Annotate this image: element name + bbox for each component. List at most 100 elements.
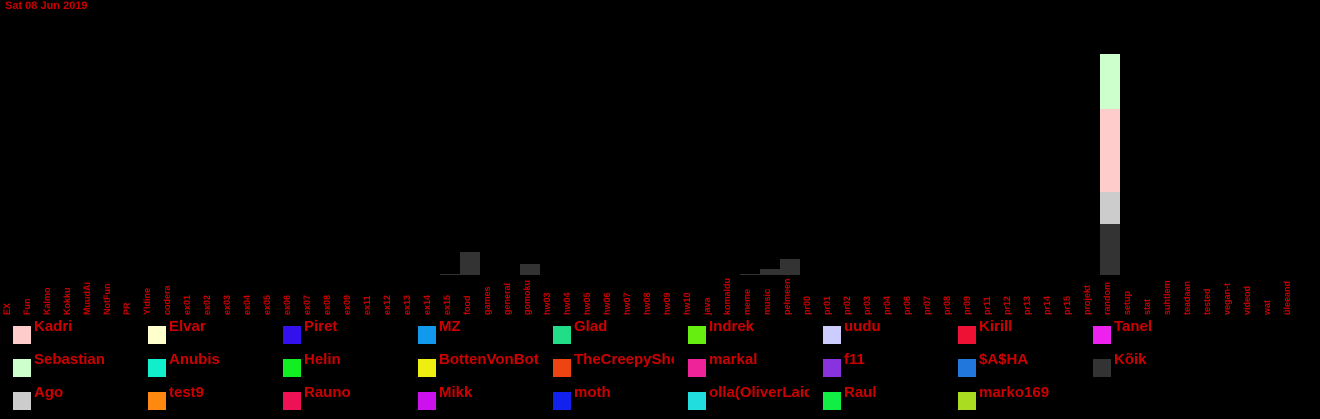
x-tick-label: hw06: [602, 292, 612, 315]
bar-random-Kõik: [1100, 224, 1120, 275]
x-tick-label: codera: [162, 284, 172, 315]
legend-label: test9: [169, 384, 205, 401]
x-tick-label: Kokku: [62, 287, 72, 315]
x-tick-label: MuudAi: [82, 282, 92, 315]
x-tick-label: meme: [742, 289, 752, 315]
x-tick-label: tested: [1202, 288, 1212, 315]
x-tick-label: food: [462, 296, 472, 316]
legend-item: test9: [135, 384, 270, 410]
legend-swatch: [283, 326, 301, 344]
x-tick-label: pr04: [882, 296, 892, 315]
legend-swatch: [553, 392, 571, 410]
x-tick-label: ex11: [362, 295, 372, 315]
legend-swatch: [1093, 326, 1111, 344]
x-tick-label: setup: [1122, 290, 1132, 315]
legend-label: uudu: [844, 318, 881, 335]
legend-swatch: [148, 326, 166, 344]
legend-item: Elvar: [135, 318, 270, 344]
legend-item: Sebastian: [0, 351, 135, 377]
legend-swatch: [418, 392, 436, 410]
legend-swatch: [958, 326, 976, 344]
x-tick-label: java: [702, 296, 712, 316]
legend-swatch: [958, 392, 976, 410]
x-tick-label: wat: [1262, 300, 1272, 316]
legend-item: marko169: [945, 384, 1080, 410]
x-tick-label: music: [762, 289, 772, 315]
legend-label: marko169: [979, 384, 1050, 401]
x-tick-label: Kalmo: [42, 287, 52, 315]
legend: Kadri Elvar Piret MZ Glad Indrek uudu Kirill Tan…: [0, 318, 1320, 419]
x-tick-label: pr01: [822, 296, 832, 315]
bar-ex15-Kõik: [440, 274, 460, 275]
bar-food-Kõik: [460, 252, 480, 275]
chart-date: Sat 08 Jun 2019: [5, 0, 88, 12]
x-tick-label: pr00: [802, 296, 812, 315]
bar-pelmeen-Kõik: [780, 259, 800, 275]
bar-random-Sebastian: [1100, 54, 1120, 109]
legend-swatch: [688, 326, 706, 344]
x-tick-label: pr13: [1022, 296, 1032, 315]
x-tick-label: Yldine: [142, 288, 152, 315]
x-tick-label: pelmeen: [782, 278, 792, 315]
x-tick-label: ex04: [242, 295, 252, 315]
x-tick-label: random: [1102, 282, 1112, 315]
bar-gomoku-Kõik: [520, 264, 540, 275]
x-tick-label: ex05: [262, 295, 272, 315]
x-tick-label: pr11: [982, 296, 992, 315]
legend-label: olla(OliverLaidma): [709, 384, 809, 401]
legend-item: f11: [810, 351, 945, 377]
x-tick-label: teadaan: [1182, 281, 1192, 315]
x-tick-label: hw07: [622, 292, 632, 315]
legend-label: Elvar: [169, 318, 206, 335]
x-tick-label: ex13: [402, 295, 412, 315]
legend-label: TheCreepySheep: [574, 351, 674, 368]
legend-item: TheCreepySheep: [540, 351, 675, 377]
legend-label: Raul: [844, 384, 877, 401]
x-tick-label: ex09: [342, 295, 352, 315]
legend-swatch: [418, 326, 436, 344]
legend-label: Glad: [574, 318, 608, 335]
legend-swatch: [283, 359, 301, 377]
legend-swatch: [823, 359, 841, 377]
x-tick-label: ex07: [302, 295, 312, 315]
legend-swatch: [148, 359, 166, 377]
legend-item: Helin: [270, 351, 405, 377]
x-tick-label: projekt: [1082, 285, 1092, 315]
x-tick-label: pr08: [942, 296, 952, 315]
x-tick-label: gomoku: [522, 280, 532, 315]
x-tick-label: hw10: [682, 292, 692, 315]
legend-item: Kõik: [1080, 351, 1215, 377]
x-tick-label: üleeand: [1282, 281, 1292, 315]
legend-label: Ago: [34, 384, 64, 401]
legend-swatch: [823, 392, 841, 410]
stacked-bar-chart: EX Fun Kalmo Kokku MuudAi NotFun PR Yldine coder…: [2, 54, 1292, 316]
x-tick-label: ex14: [422, 295, 432, 315]
legend-swatch: [13, 359, 31, 377]
x-tick-label: hw03: [542, 292, 552, 315]
x-tick-label: hw09: [662, 292, 672, 315]
legend-item: Mikk: [405, 384, 540, 410]
legend-item: uudu: [810, 318, 945, 344]
x-tick-label: ex08: [322, 295, 332, 315]
x-tick-label: pr12: [1002, 296, 1012, 315]
legend-label: MZ: [439, 318, 461, 335]
x-tick-label: videod: [1242, 286, 1252, 315]
x-tick-label: vegan-t: [1222, 283, 1232, 315]
legend-item: Indrek: [675, 318, 810, 344]
legend-item: Ago: [0, 384, 135, 410]
x-tick-label: pr15: [1062, 296, 1072, 315]
legend-label: Kirill: [979, 318, 1013, 335]
legend-label: Mikk: [439, 384, 473, 401]
bar-meme-Kõik: [740, 274, 760, 275]
x-tick-label: NotFun: [102, 284, 112, 316]
legend-swatch: [553, 326, 571, 344]
legend-item: MZ: [405, 318, 540, 344]
legend-swatch: [958, 359, 976, 377]
bar-random-Ago: [1100, 192, 1120, 224]
legend-item: Rauno: [270, 384, 405, 410]
legend-item: Tanel: [1080, 318, 1215, 344]
legend-swatch: [418, 359, 436, 377]
legend-swatch: [13, 326, 31, 344]
legend-label: Sebastian: [34, 351, 105, 368]
legend-item: Raul: [810, 384, 945, 410]
